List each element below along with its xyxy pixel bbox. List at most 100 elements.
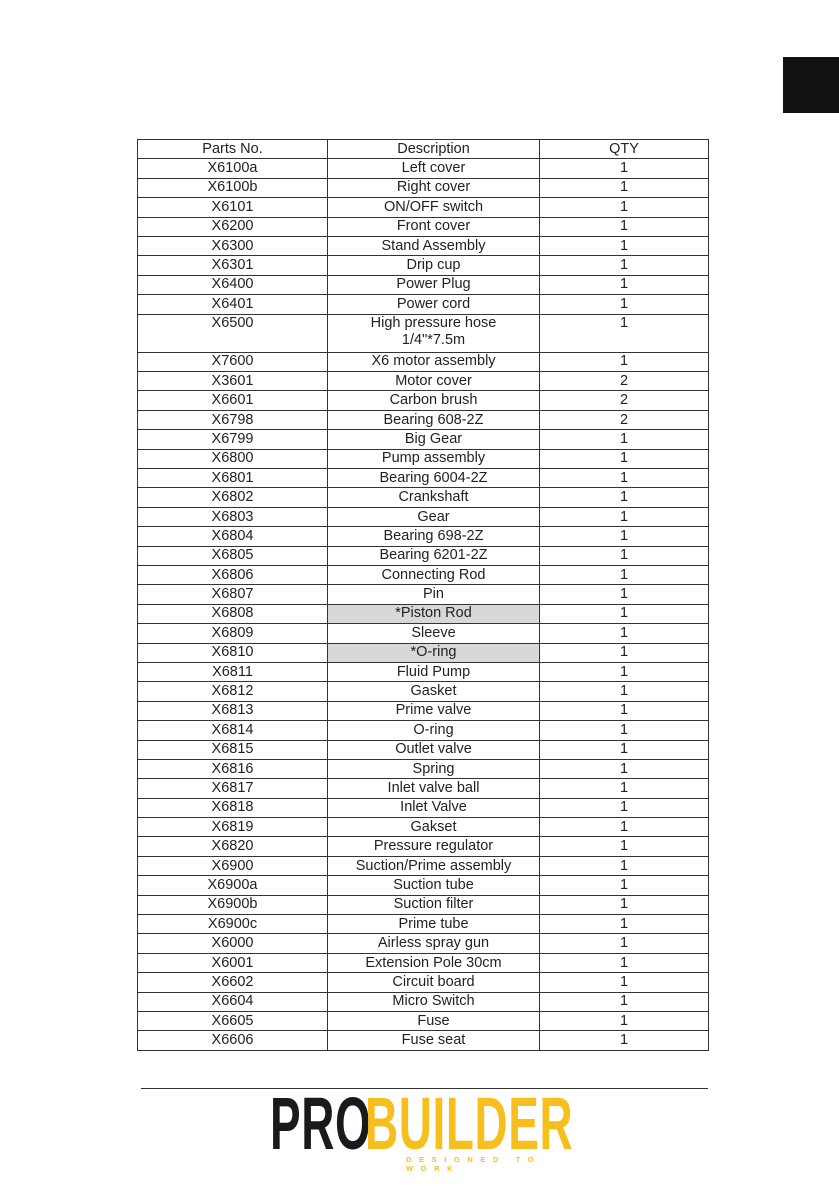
description: Left cover — [327, 158, 540, 179]
description: Connecting Rod — [327, 564, 540, 586]
description: Power Plug — [327, 274, 540, 296]
quantity: 2 — [539, 390, 709, 411]
description: Fluid Pump — [327, 661, 540, 683]
table-row: X6818 Inlet Valve 1 — [137, 797, 709, 819]
part-number: X6602 — [137, 972, 328, 993]
description: Inlet Valve — [327, 797, 540, 819]
quantity: 1 — [539, 506, 709, 528]
description: Bearing 698-2Z — [327, 526, 540, 547]
table-row: X6808 *Piston Rod 1 — [137, 603, 709, 625]
description: *O-ring — [327, 642, 540, 663]
quantity: 1 — [539, 1010, 709, 1032]
description: X6 motor assembly — [327, 351, 540, 373]
table-row: X6811 Fluid Pump 1 — [137, 661, 709, 683]
table-header: Parts No. Description QTY — [137, 138, 709, 160]
quantity: 1 — [539, 797, 709, 819]
quantity: 1 — [539, 972, 709, 993]
quantity: 1 — [539, 894, 709, 916]
description: Extension Pole 30cm — [327, 952, 540, 974]
table-row: X6809 Sleeve 1 — [137, 623, 709, 644]
description: Pin — [327, 584, 540, 605]
quantity: 1 — [539, 448, 709, 470]
table-row: X6100a Left cover 1 — [137, 158, 709, 179]
quantity: 1 — [539, 855, 709, 877]
table-row: X6798 Bearing 608-2Z 2 — [137, 409, 709, 431]
quantity: 1 — [539, 720, 709, 741]
quantity: 1 — [539, 623, 709, 644]
table-row: X6802 Crankshaft 1 — [137, 487, 709, 508]
description: Gear — [327, 506, 540, 528]
table-row: X6605 Fuse 1 — [137, 1010, 709, 1032]
quantity: 1 — [539, 313, 709, 353]
description: Pump assembly — [327, 448, 540, 470]
quantity: 1 — [539, 1030, 709, 1051]
table-row: X6301 Drip cup 1 — [137, 255, 709, 276]
table-row: X6900c Prime tube 1 — [137, 914, 709, 935]
description: Fuse — [327, 1010, 540, 1032]
quantity: 2 — [539, 409, 709, 431]
table-row: X6801 Bearing 6004-2Z 1 — [137, 468, 709, 489]
quantity: 1 — [539, 351, 709, 373]
table-row: X7600 X6 motor assembly 1 — [137, 351, 709, 373]
table-row: X6817 Inlet valve ball 1 — [137, 778, 709, 799]
quantity: 1 — [539, 952, 709, 974]
part-number: X6810 — [137, 642, 328, 663]
quantity: 1 — [539, 294, 709, 315]
part-number: X6817 — [137, 778, 328, 799]
quantity: 1 — [539, 700, 709, 722]
description: Inlet valve ball — [327, 778, 540, 799]
description: Suction tube — [327, 875, 540, 896]
logo-tagline: DESIGNED TO WORK — [406, 1155, 542, 1173]
description: Fuse seat — [327, 1030, 540, 1051]
quantity: 1 — [539, 817, 709, 838]
quantity: 1 — [539, 564, 709, 586]
part-number: X6601 — [137, 390, 328, 411]
quantity: 1 — [539, 603, 709, 625]
part-number: X6900b — [137, 894, 328, 916]
quantity: 1 — [539, 875, 709, 896]
description: High pressure hose 1/4"*7.5m — [327, 313, 540, 353]
table-row: X6800 Pump assembly 1 — [137, 448, 709, 470]
part-number: X6800 — [137, 448, 328, 470]
footer-divider — [141, 1088, 708, 1089]
part-number: X6799 — [137, 429, 328, 450]
description: Pressure regulator — [327, 836, 540, 857]
description: ON/OFF switch — [327, 197, 540, 218]
table-row: X6900b Suction filter 1 — [137, 894, 709, 916]
part-number: X3601 — [137, 371, 328, 392]
description: Spring — [327, 758, 540, 780]
table-row: X6807 Pin 1 — [137, 584, 709, 605]
quantity: 1 — [539, 991, 709, 1012]
quantity: 1 — [539, 177, 709, 199]
table-row: X6816 Spring 1 — [137, 758, 709, 780]
parts-table: Parts No. Description QTY X6100a Left cov… — [137, 138, 709, 1051]
part-number: X6301 — [137, 255, 328, 276]
table-row: X6100b Right cover 1 — [137, 177, 709, 199]
part-number: X6804 — [137, 526, 328, 547]
table-row: X6400 Power Plug 1 — [137, 274, 709, 296]
description: Outlet valve — [327, 739, 540, 760]
part-number: X6500 — [137, 313, 328, 353]
description: Airless spray gun — [327, 933, 540, 954]
part-number: X6803 — [137, 506, 328, 528]
section-tab-marker — [783, 57, 839, 113]
quantity: 1 — [539, 158, 709, 179]
quantity: 1 — [539, 216, 709, 237]
description: Prime valve — [327, 700, 540, 722]
description: Stand Assembly — [327, 235, 540, 257]
description: Suction filter — [327, 894, 540, 916]
description: Suction/Prime assembly — [327, 855, 540, 877]
quantity: 1 — [539, 836, 709, 857]
part-number: X6900c — [137, 914, 328, 935]
part-number: X6101 — [137, 197, 328, 218]
quantity: 1 — [539, 274, 709, 296]
quantity: 1 — [539, 487, 709, 508]
description: Prime tube — [327, 914, 540, 935]
quantity: 1 — [539, 235, 709, 257]
table-row: X6200 Front cover 1 — [137, 216, 709, 237]
table-row: X6815 Outlet valve 1 — [137, 739, 709, 760]
part-number: X6606 — [137, 1030, 328, 1051]
part-number: X6000 — [137, 933, 328, 954]
description: Power cord — [327, 294, 540, 315]
part-number: X6816 — [137, 758, 328, 780]
